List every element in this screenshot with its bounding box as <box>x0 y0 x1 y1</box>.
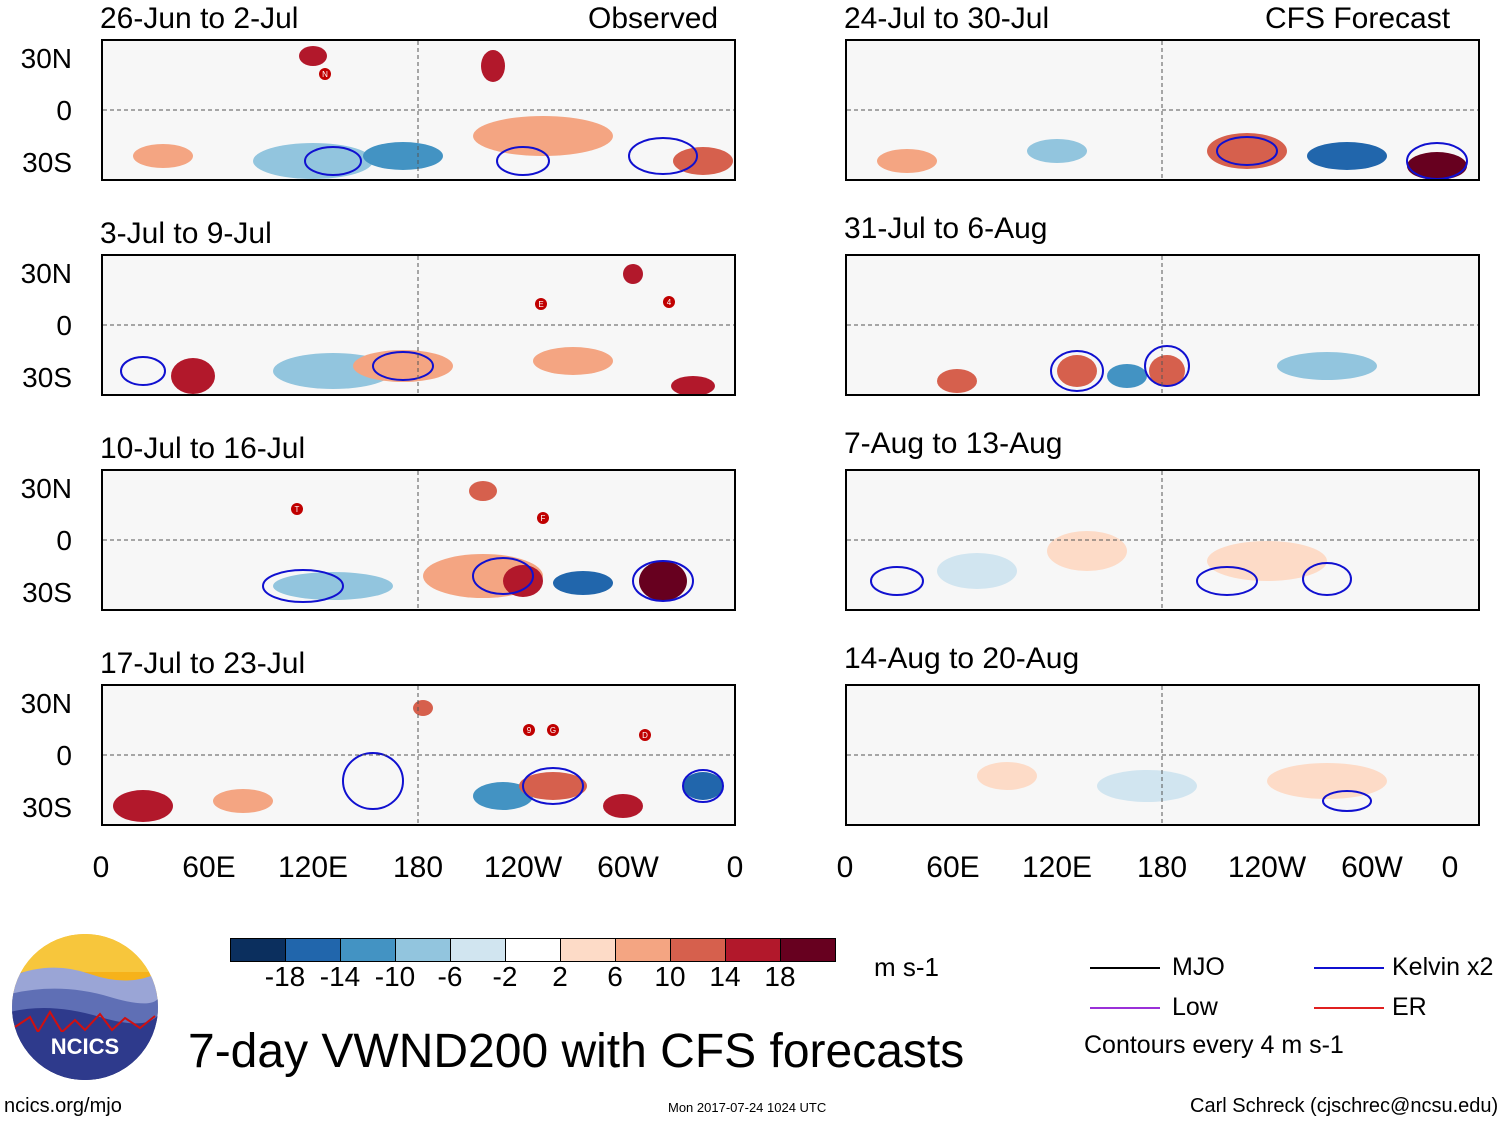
colorbar-tick-label: 10 <box>654 961 686 992</box>
map-panel-7 <box>845 469 1480 611</box>
storm-marker-2: E <box>538 300 543 309</box>
panel-title-8: 14-Aug to 20-Aug <box>844 642 1080 675</box>
storm-marker-3: 4 <box>667 298 672 307</box>
storm-marker-4: T <box>295 505 300 514</box>
legend-mjo-label: MJO <box>1172 953 1225 981</box>
legend-er-line <box>1314 1007 1384 1009</box>
colorbar-swatch <box>670 938 726 962</box>
lon-label-60e: 60E <box>182 851 236 884</box>
lon-label-180: 180 <box>1136 851 1188 884</box>
colorbar-tick-label: 2 <box>552 961 568 992</box>
map-panel-5 <box>845 39 1480 181</box>
colorbar-tick-label: 6 <box>607 961 623 992</box>
logo-text: NCICS <box>51 1034 119 1059</box>
anomaly-map-4: 9 G D <box>103 686 734 824</box>
lat-label-30n: 30N <box>20 258 72 289</box>
lat-label-30n: 30N <box>20 688 72 719</box>
colorbar-tick-label: 14 <box>709 961 741 992</box>
anomaly-map-1: N <box>103 41 734 179</box>
map-panel-4: 9 G D <box>101 684 736 826</box>
anomaly-map-8 <box>847 686 1478 824</box>
colorbar-swatch <box>230 938 286 962</box>
observed-label: Observed <box>588 2 719 35</box>
colorbar-swatch <box>395 938 451 962</box>
colorbar-tick-label: -6 <box>437 961 463 992</box>
panel-title-3: 10-Jul to 16-Jul <box>100 432 306 465</box>
lat-label-0: 0 <box>56 740 72 771</box>
colorbar-tick-label: 18 <box>764 961 796 992</box>
map-panel-3: T F <box>101 469 736 611</box>
contours-note: Contours every 4 m s-1 <box>1084 1031 1344 1059</box>
lon-label-180: 180 <box>392 851 444 884</box>
storm-marker-7: G <box>550 726 556 735</box>
panel-title-5: 24-Jul to 30-Jul <box>844 2 1050 35</box>
anomaly-map-5 <box>847 41 1478 179</box>
legend-kelvin-line <box>1314 967 1384 969</box>
colorbar-swatch <box>780 938 836 962</box>
colorbar-swatch <box>505 938 561 962</box>
ncics-logo: NCICS <box>12 934 158 1080</box>
lat-label-0: 0 <box>56 95 72 126</box>
lon-label-0: 0 <box>836 851 854 884</box>
anomaly-map-7 <box>847 471 1478 609</box>
map-panel-1: N <box>101 39 736 181</box>
lon-label-120w: 120W <box>1227 851 1307 884</box>
map-panel-8 <box>845 684 1480 826</box>
footer-timestamp: Mon 2017-07-24 1024 UTC <box>668 1100 827 1115</box>
colorbar-tick-label: -18 <box>264 961 306 992</box>
footer-url: ncics.org/mjo <box>4 1095 122 1117</box>
colorbar-tick-label: -2 <box>492 961 518 992</box>
lon-label-0: 0 <box>92 851 110 884</box>
panel-title-1: 26-Jun to 2-Jul <box>100 2 299 35</box>
lat-label-0: 0 <box>56 525 72 556</box>
lon-label-120e: 120E <box>277 851 349 884</box>
colorbar-swatch <box>285 938 341 962</box>
panel-title-2: 3-Jul to 9-Jul <box>100 217 272 250</box>
colorbar-swatch <box>340 938 396 962</box>
colorbar-swatch <box>615 938 671 962</box>
lat-label-30s: 30S <box>22 147 72 178</box>
lat-label-30n: 30N <box>20 473 72 504</box>
colorbar-swatch <box>725 938 781 962</box>
map-panel-2: E 4 <box>101 254 736 396</box>
storm-marker-8: D <box>642 731 648 740</box>
colorbar-units: m s-1 <box>874 952 939 982</box>
lat-label-0: 0 <box>56 310 72 341</box>
lon-label-120e: 120E <box>1021 851 1093 884</box>
colorbar-swatch <box>450 938 506 962</box>
lon-label-0: 0 <box>1441 851 1459 884</box>
lon-label-0: 0 <box>726 851 744 884</box>
lat-label-30s: 30S <box>22 362 72 393</box>
lon-label-60w: 60W <box>597 851 659 884</box>
legend-low-line <box>1090 1007 1160 1009</box>
storm-marker-5: F <box>541 514 546 523</box>
lon-label-60e: 60E <box>926 851 980 884</box>
legend-er-label: ER <box>1392 993 1427 1021</box>
colorbar-tick-label: -10 <box>374 961 416 992</box>
colorbar-swatch <box>560 938 616 962</box>
anomaly-map-2: E 4 <box>103 256 734 394</box>
storm-marker-6: 9 <box>527 726 532 735</box>
footer-author: Carl Schreck (cjschrec@ncsu.edu) <box>1190 1095 1499 1117</box>
lat-label-30s: 30S <box>22 792 72 823</box>
main-title: 7-day VWND200 with CFS forecasts <box>188 1025 965 1078</box>
legend-mjo-line <box>1090 967 1160 969</box>
lat-label-30n: 30N <box>20 43 72 74</box>
legend-kelvin-label: Kelvin x2 <box>1392 953 1494 981</box>
panel-title-7: 7-Aug to 13-Aug <box>844 427 1063 460</box>
anomaly-map-6 <box>847 256 1478 394</box>
lat-label-30s: 30S <box>22 577 72 608</box>
lon-label-120w: 120W <box>483 851 563 884</box>
map-panel-6 <box>845 254 1480 396</box>
panel-title-6: 31-Jul to 6-Aug <box>844 212 1048 245</box>
anomaly-map-3: T F <box>103 471 734 609</box>
storm-marker-1: N <box>322 70 328 79</box>
lon-label-60w: 60W <box>1341 851 1403 884</box>
panel-title-4: 17-Jul to 23-Jul <box>100 647 306 680</box>
legend-low-label: Low <box>1172 993 1218 1021</box>
forecast-label: CFS Forecast <box>1265 2 1451 35</box>
colorbar-tick-label: -14 <box>319 961 361 992</box>
